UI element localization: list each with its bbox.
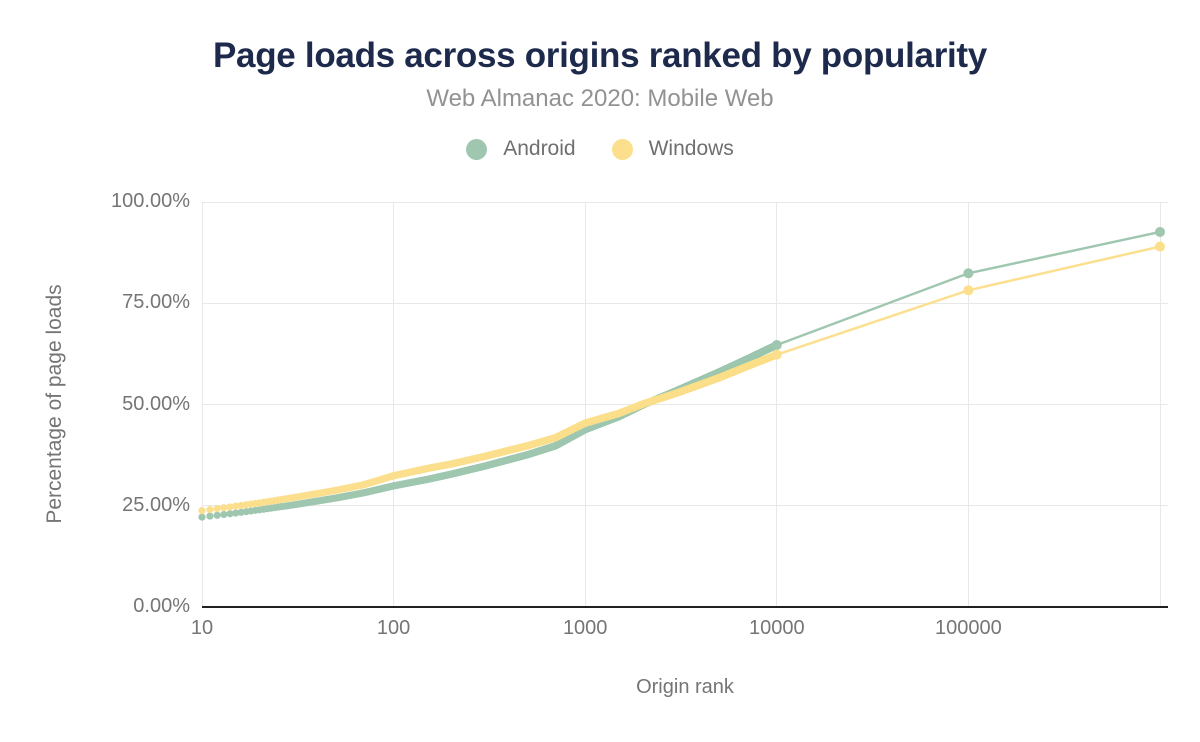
y-tick-label-75: 75.00% — [122, 291, 190, 314]
x-tick-label-10000: 10000 — [748, 617, 805, 639]
x-axis-line — [202, 606, 1168, 608]
y-axis-title: Percentage of page loads — [43, 284, 66, 524]
y-tick-label-25: 25.00% — [122, 493, 190, 516]
x-axis-title: Origin rank — [636, 676, 734, 698]
x-tick-label-1000: 1000 — [562, 617, 608, 639]
x-tick-label-100: 100 — [376, 617, 411, 639]
x-tick-label-100000: 100000 — [935, 617, 1002, 639]
x-tick-label-10: 10 — [190, 617, 214, 639]
y-tick-label-50: 50.00% — [122, 392, 190, 415]
y-tick-label-100: 100.00% — [111, 190, 190, 212]
y-tick-label-0: 0.00% — [133, 595, 190, 617]
